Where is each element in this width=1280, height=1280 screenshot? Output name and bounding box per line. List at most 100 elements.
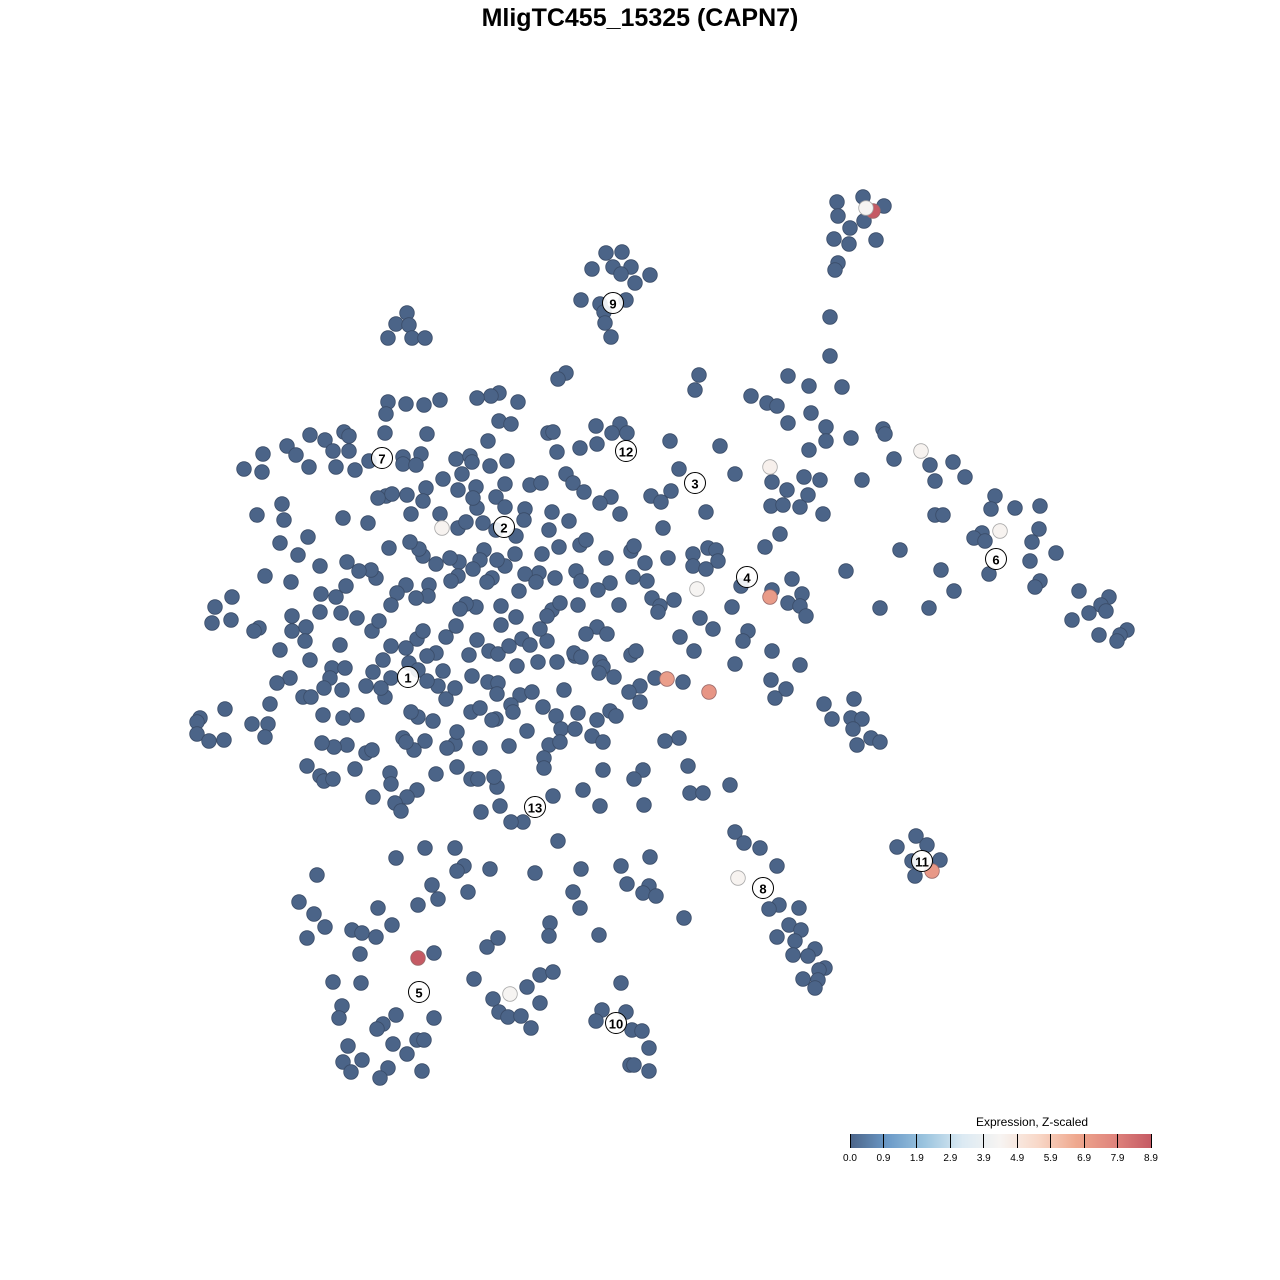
data-point <box>408 590 424 606</box>
data-point-expressed <box>858 200 874 216</box>
data-point <box>626 1057 642 1073</box>
data-point <box>791 900 807 916</box>
data-point <box>499 453 515 469</box>
data-point <box>712 438 728 454</box>
data-point <box>792 499 808 515</box>
data-point <box>846 691 862 707</box>
data-point <box>493 617 509 633</box>
data-point <box>223 612 239 628</box>
data-point <box>815 506 831 522</box>
data-point <box>935 507 951 523</box>
data-point <box>432 392 448 408</box>
data-point <box>551 539 567 555</box>
data-point <box>328 589 344 605</box>
data-point <box>255 446 271 462</box>
data-point <box>432 506 448 522</box>
data-point <box>380 330 396 346</box>
legend-tick-label: 0.9 <box>876 1153 891 1164</box>
data-point <box>612 506 628 522</box>
data-point <box>945 454 961 470</box>
data-point <box>417 330 433 346</box>
data-point <box>549 654 565 670</box>
data-point <box>354 1052 370 1068</box>
data-point <box>246 623 262 639</box>
data-point <box>627 275 643 291</box>
data-point <box>492 798 508 814</box>
data-point <box>448 451 464 467</box>
data-point <box>507 546 523 562</box>
data-point <box>761 901 777 917</box>
data-point <box>354 925 370 941</box>
data-point <box>621 684 637 700</box>
data-point <box>403 704 419 720</box>
data-point <box>439 740 455 756</box>
data-point <box>826 231 842 247</box>
data-point <box>419 648 435 664</box>
data-point <box>705 621 721 637</box>
data-point <box>489 552 505 568</box>
data-point <box>500 1009 516 1025</box>
data-point <box>727 466 743 482</box>
data-point <box>262 696 278 712</box>
data-point <box>510 394 526 410</box>
data-point <box>522 637 538 653</box>
data-point <box>472 700 488 716</box>
data-point <box>642 267 658 283</box>
data-point <box>588 1013 604 1029</box>
data-point <box>892 542 908 558</box>
data-point <box>801 442 817 458</box>
data-point-expressed <box>992 523 1008 539</box>
data-point <box>578 532 594 548</box>
data-point <box>778 681 794 697</box>
data-point <box>388 316 404 332</box>
data-point <box>373 680 389 696</box>
data-point <box>484 712 500 728</box>
data-point <box>575 782 591 798</box>
data-point <box>639 573 655 589</box>
data-point <box>317 919 333 935</box>
data-point <box>399 487 415 503</box>
data-point <box>619 425 635 441</box>
data-point <box>589 712 605 728</box>
data-point <box>812 472 828 488</box>
data-point <box>1048 545 1064 561</box>
data-point <box>315 707 331 723</box>
data-point <box>933 562 949 578</box>
data-point <box>299 930 315 946</box>
data-point <box>686 643 702 659</box>
data-point <box>541 928 557 944</box>
data-point <box>341 428 357 444</box>
data-point <box>655 520 671 536</box>
data-point <box>472 740 488 756</box>
data-point <box>1064 612 1080 628</box>
data-point <box>608 708 624 724</box>
data-point <box>385 1036 401 1052</box>
data-point <box>443 573 459 589</box>
legend-tick <box>1016 1134 1018 1148</box>
data-point <box>511 583 527 599</box>
data-point <box>503 814 519 830</box>
data-point <box>347 761 363 777</box>
data-point <box>556 682 572 698</box>
data-point <box>505 704 521 720</box>
cluster-label: 7 <box>371 447 393 469</box>
data-point <box>642 849 658 865</box>
data-point <box>482 458 498 474</box>
data-point <box>398 734 414 750</box>
data-point <box>816 696 832 712</box>
data-point <box>335 510 351 526</box>
data-point <box>347 462 363 478</box>
data-point <box>1024 534 1040 550</box>
legend-tick <box>1150 1134 1152 1148</box>
cluster-label: 8 <box>752 877 774 899</box>
cluster-label-badge <box>602 292 624 314</box>
data-point <box>539 633 555 649</box>
data-point <box>957 469 973 485</box>
data-point <box>335 710 351 726</box>
data-point <box>325 443 341 459</box>
legend-tick <box>1117 1134 1119 1148</box>
data-point <box>589 436 605 452</box>
data-point <box>595 734 611 750</box>
data-point <box>207 599 223 615</box>
cluster-label-text: 13 <box>528 801 542 816</box>
